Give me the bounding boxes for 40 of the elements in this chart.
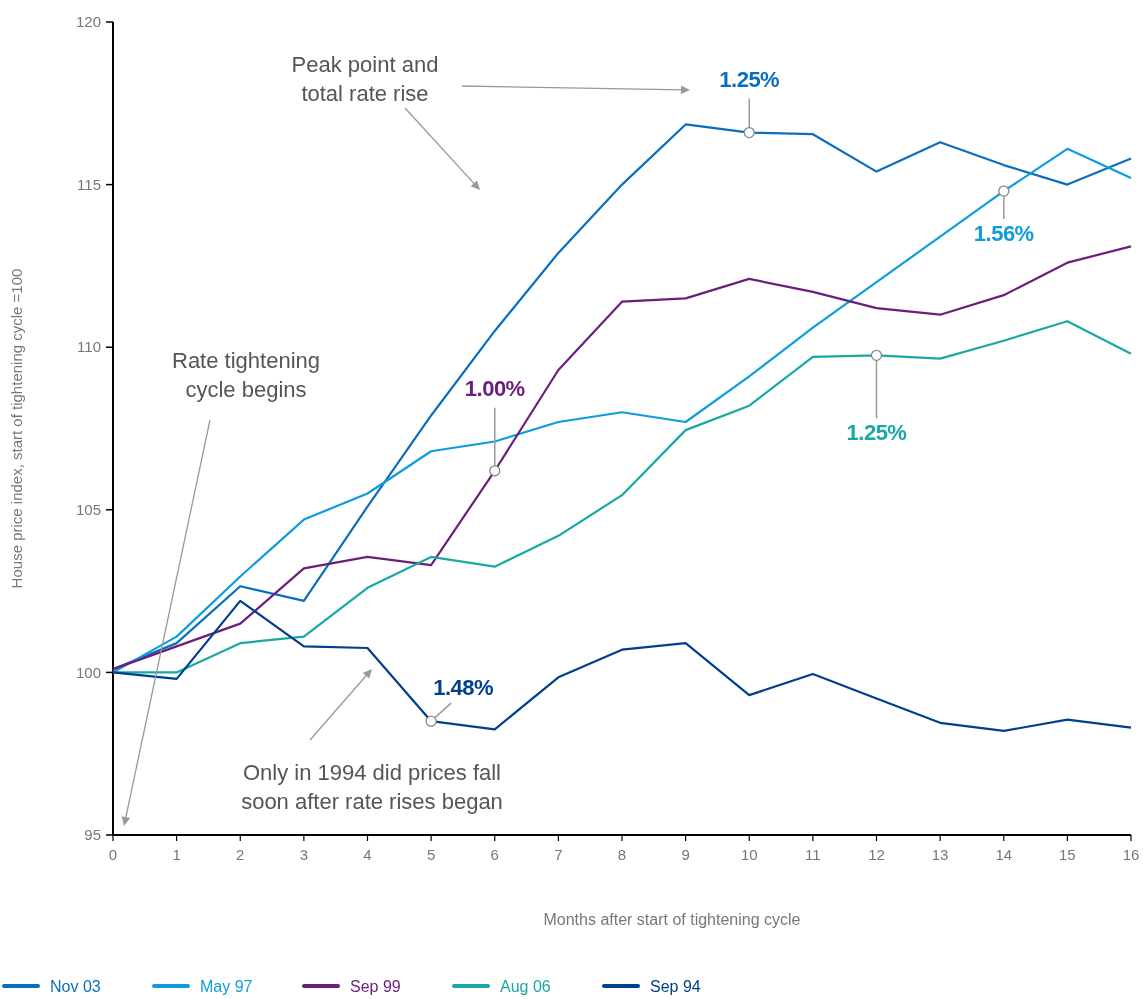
x-tick-label: 1 xyxy=(172,846,181,863)
x-tick-label: 0 xyxy=(108,846,118,863)
y-tick-label: 120 xyxy=(75,13,101,31)
legend-label: Aug 06 xyxy=(500,977,551,995)
x-tick-label: 14 xyxy=(995,846,1013,863)
x-tick-label: 11 xyxy=(805,846,821,863)
y-tick-label: 105 xyxy=(75,501,101,519)
line-series xyxy=(111,245,1133,671)
y-tick-label: 110 xyxy=(77,338,101,356)
annotation: Only in 1994 did prices fall soon after rate rises began xyxy=(241,760,503,814)
annotation: Rate tightening cycle begins xyxy=(172,348,320,402)
annotation: Peak point and total rate rise xyxy=(291,52,439,106)
x-tick-label: 12 xyxy=(868,846,885,863)
x-tick-label: 10 xyxy=(740,846,758,863)
x-tick-label: 7 xyxy=(554,846,563,863)
x-tick-label: 3 xyxy=(299,846,309,863)
x-tick-label: 16 xyxy=(1122,846,1140,863)
annotation: 1.25% xyxy=(719,66,780,92)
x-tick-label: 2 xyxy=(236,846,245,863)
x-tick-label: 13 xyxy=(931,846,949,863)
x-tick-label: 15 xyxy=(1059,846,1076,863)
legend-label: Nov 03 xyxy=(50,977,101,995)
x-tick-label: 4 xyxy=(363,846,372,863)
x-tick-label: 8 xyxy=(617,846,627,863)
y-axis-title: House price index, start of tightening cycle =100 xyxy=(8,268,25,589)
legend-label: May 97 xyxy=(200,977,253,995)
legend-label: Sep 94 xyxy=(650,977,701,995)
y-tick-label: 115 xyxy=(77,175,101,193)
legend-label: Sep 99 xyxy=(350,977,401,995)
x-tick-label: 6 xyxy=(490,846,499,863)
annotation: 1.00% xyxy=(464,375,525,401)
x-tick-label: 9 xyxy=(681,846,690,863)
y-tick-label: 100 xyxy=(75,663,101,681)
x-axis-title: Months after start of tightening cycle xyxy=(543,911,801,928)
annotation: 1.25% xyxy=(846,420,907,446)
x-tick-label: 5 xyxy=(426,846,436,863)
y-tick-label: 95 xyxy=(84,826,101,844)
annotation: 1.56% xyxy=(973,221,1034,247)
line-series xyxy=(111,599,1133,733)
annotation: 1.48% xyxy=(433,675,494,701)
